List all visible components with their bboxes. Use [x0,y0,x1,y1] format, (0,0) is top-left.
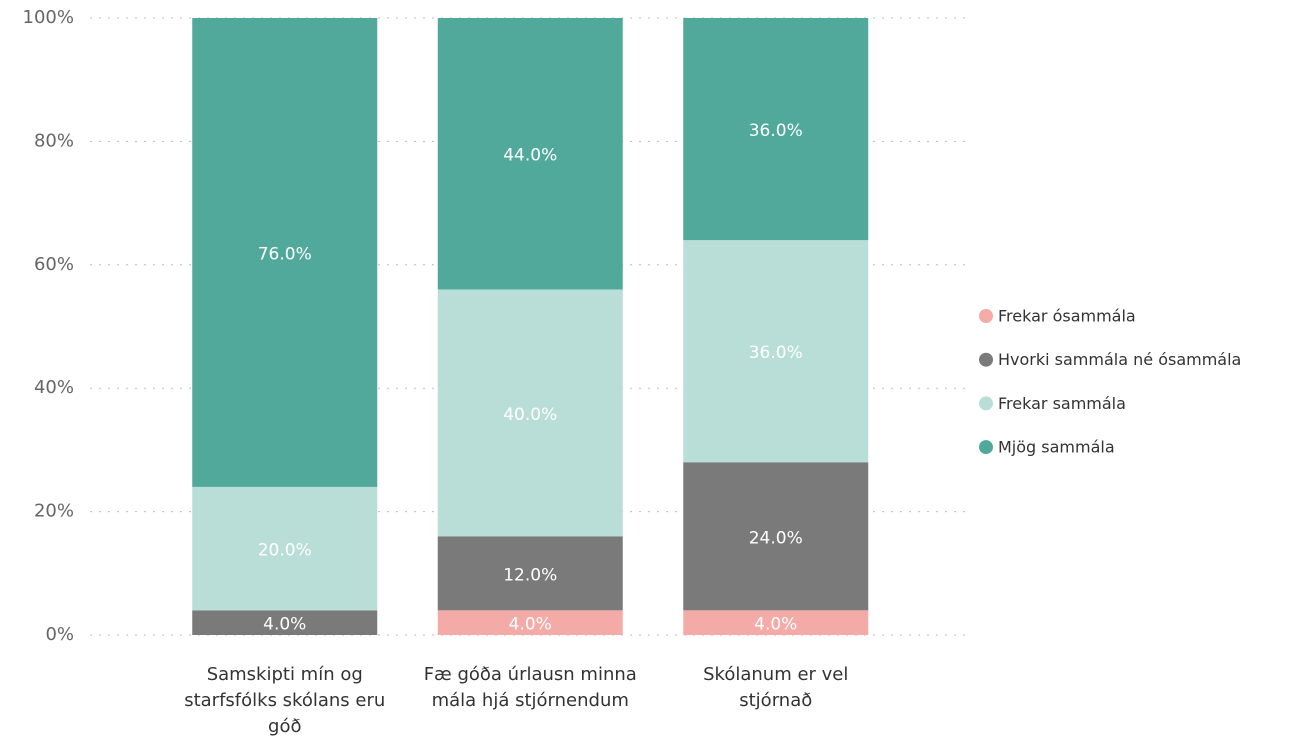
data-label: 20.0% [258,541,312,561]
legend-label: Frekar sammála [998,394,1126,413]
legend-marker [979,352,993,367]
bar-segment [683,240,869,463]
y-tick-label: 0% [45,624,74,645]
bar-segment [192,486,378,611]
data-label: 4.0% [754,615,797,635]
data-label: 12.0% [503,565,557,585]
y-tick-label: 40% [34,377,74,398]
legend-label: Hvorki sammála né ósammála [998,350,1241,369]
data-label: 4.0% [263,615,306,635]
x-tick-label: Samskipti mín og starfsfólks skólans eru… [184,664,386,737]
data-label: 36.0% [749,343,803,363]
bar-segment [437,18,623,290]
x-tick-label: Fæ góða úrlausn minna mála hjá stjórnend… [423,664,637,711]
legend-marker [979,396,993,411]
data-label: 24.0% [749,528,803,548]
bar-segment [437,610,623,635]
data-label: 44.0% [503,146,557,166]
y-tick-label: 80% [34,130,74,151]
bar-segment [683,610,869,635]
bar-segment [192,18,378,487]
bar-segment [437,536,623,611]
bar-segment [683,462,869,611]
legend-marker [979,309,993,323]
legend-label: Frekar ósammála [998,307,1136,326]
data-label: 4.0% [509,615,552,635]
data-label: 76.0% [258,244,312,264]
bar-segment [683,18,869,241]
legend-label: Mjög sammála [998,438,1115,457]
legend-marker [979,440,993,455]
y-tick-label: 20% [34,501,74,522]
y-tick-label: 100% [23,7,74,28]
bar-segment [437,289,623,537]
y-tick-label: 60% [34,254,74,275]
data-label: 40.0% [503,405,557,425]
bar-segment [192,610,378,635]
data-label: 36.0% [749,121,803,141]
x-tick-label: Skólanum er vel stjórnað [703,664,849,711]
